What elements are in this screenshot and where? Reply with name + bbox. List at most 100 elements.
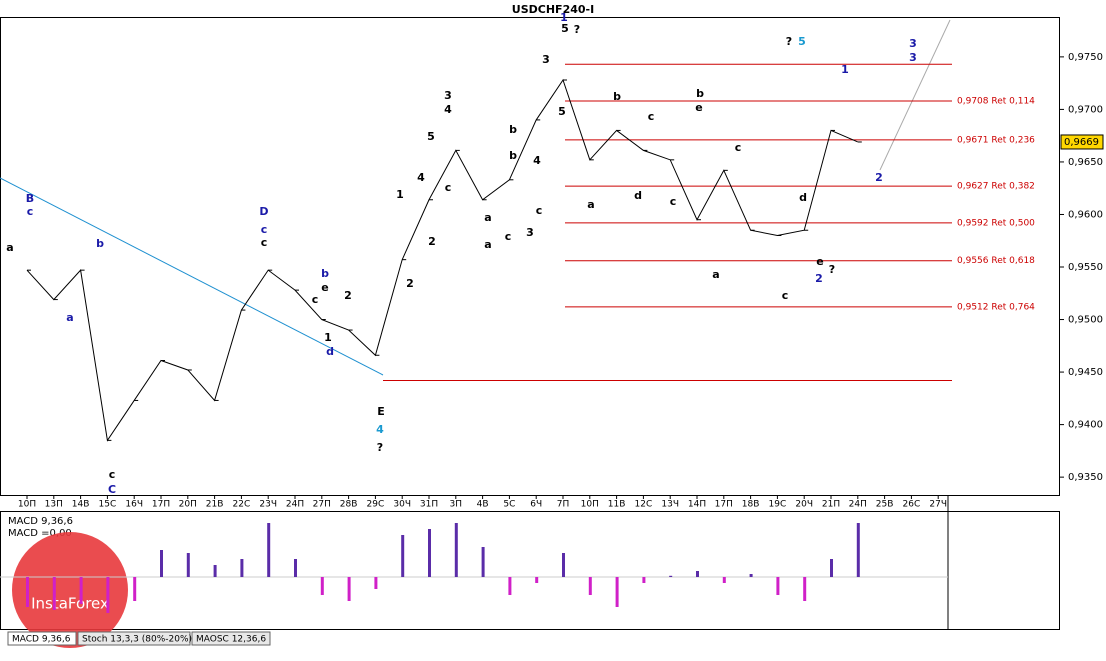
macd-bar xyxy=(803,577,807,601)
wave-label: d xyxy=(634,189,642,202)
wave-label: C xyxy=(108,483,116,496)
wave-label: ? xyxy=(786,35,792,48)
fib-label: 0,9556 Ret 0,618 xyxy=(957,256,1035,266)
fib-label: 0,9708 Ret 0,114 xyxy=(957,97,1035,107)
x-tick-label: 26С xyxy=(903,500,921,510)
x-tick-label: 7П xyxy=(557,500,570,510)
x-tick-label: 14П xyxy=(688,500,706,510)
x-tick-label: 31П xyxy=(420,500,438,510)
wave-label: b xyxy=(96,237,104,250)
macd-bar xyxy=(294,559,297,577)
x-tick-label: 18В xyxy=(742,500,760,510)
x-tick-label: 17П xyxy=(715,500,733,510)
macd-bar xyxy=(133,577,137,601)
wave-label: c xyxy=(735,141,742,154)
macd-bar xyxy=(186,553,190,577)
tab-label: Stoch 13,3,3 (80%-20%) xyxy=(82,635,192,645)
watermark-badge xyxy=(12,532,128,648)
wave-label: 3 xyxy=(526,226,534,239)
y-tick-label: 0,9550 xyxy=(1068,262,1103,273)
wave-label: c xyxy=(312,293,319,306)
wave-label: D xyxy=(259,205,268,218)
watermark-text: InstaForex xyxy=(31,595,109,613)
wave-label: c xyxy=(445,181,452,194)
tab[interactable] xyxy=(7,631,77,646)
wave-label: c xyxy=(261,236,268,249)
wave-label: a xyxy=(712,268,719,281)
wave-label: 5 xyxy=(798,35,806,48)
macd-bar xyxy=(320,577,324,595)
wave-label: 4 xyxy=(533,154,541,167)
wave-label: a xyxy=(587,198,594,211)
macd-bar xyxy=(347,577,351,601)
x-tick-label: 21В xyxy=(206,500,224,510)
wave-label: e xyxy=(321,281,328,294)
x-tick-label: 4В xyxy=(477,500,489,510)
macd-bar xyxy=(401,535,405,577)
wave-label: b xyxy=(509,149,517,162)
macd-bar xyxy=(267,523,271,577)
wave-label: b xyxy=(613,90,621,103)
tab[interactable] xyxy=(77,631,191,646)
trend-line xyxy=(0,177,384,376)
wave-label: b xyxy=(509,123,517,136)
chart-title: USDCHF240-I xyxy=(512,3,594,16)
wave-label: 1 xyxy=(324,331,332,344)
y-tick-label: 0,9750 xyxy=(1068,52,1103,63)
y-tick-label: 0,9350 xyxy=(1068,472,1103,483)
macd-bar xyxy=(856,523,860,577)
wave-label: c xyxy=(109,468,116,481)
x-tick-label: 13П xyxy=(45,500,63,510)
wave-label: b xyxy=(696,87,704,100)
macd-bar xyxy=(642,577,646,583)
wave-label: e xyxy=(816,255,823,268)
wave-label: 1 xyxy=(841,63,849,76)
wave-label: ? xyxy=(377,441,383,454)
tab[interactable] xyxy=(191,631,271,646)
wave-label: c xyxy=(670,195,677,208)
x-tick-label: 19С xyxy=(769,500,787,510)
y-tick-label: 0,9650 xyxy=(1068,157,1103,168)
macd-bar xyxy=(428,529,431,577)
wave-label: ? xyxy=(829,263,835,276)
wave-label: 2 xyxy=(428,235,436,248)
x-tick-label: 10П xyxy=(18,500,36,510)
wave-label: e xyxy=(695,101,702,114)
x-tick-label: 16Ч xyxy=(125,500,143,510)
x-tick-label: 3П xyxy=(450,500,463,510)
wave-label: c xyxy=(505,230,512,243)
x-tick-label: 14В xyxy=(72,500,90,510)
wave-label: 5 xyxy=(427,130,435,143)
x-tick-label: 28В xyxy=(340,500,358,510)
fib-label: 0,9627 Ret 0,382 xyxy=(957,182,1035,192)
macd-bar xyxy=(374,577,378,589)
wave-label: 1 xyxy=(560,11,568,24)
macd-bar xyxy=(615,577,619,607)
x-tick-label: 23Ч xyxy=(259,500,277,510)
x-tick-label: 10П xyxy=(581,500,599,510)
wave-label: a xyxy=(66,311,73,324)
wave-label: 1 xyxy=(396,188,404,201)
macd-bar xyxy=(562,553,565,577)
macd-bar xyxy=(213,565,217,577)
y-tick-label: 0,9450 xyxy=(1068,367,1103,378)
macd-bar xyxy=(830,559,833,577)
macd-bar xyxy=(776,577,780,595)
x-tick-label: 13Ч xyxy=(661,500,679,510)
price-label: 0,9669 xyxy=(1064,137,1099,148)
wave-label: c xyxy=(536,204,543,217)
x-tick-label: 17П xyxy=(152,500,170,510)
macd-bar xyxy=(508,577,512,595)
macd-bar xyxy=(26,577,29,607)
tab-label: MAOSC 12,36,6 xyxy=(196,635,266,645)
y-tick-label: 0,9400 xyxy=(1068,420,1103,431)
wave-label: a xyxy=(484,211,491,224)
x-tick-label: 15С xyxy=(99,500,117,510)
tab-label: MACD 9,36,6 xyxy=(12,635,71,645)
macd-bar xyxy=(79,577,83,604)
y-tick-label: 0,9700 xyxy=(1068,104,1103,115)
wave-label: 5 xyxy=(558,105,566,118)
wave-label: 3 xyxy=(909,37,917,50)
wave-label: 2 xyxy=(406,277,414,290)
